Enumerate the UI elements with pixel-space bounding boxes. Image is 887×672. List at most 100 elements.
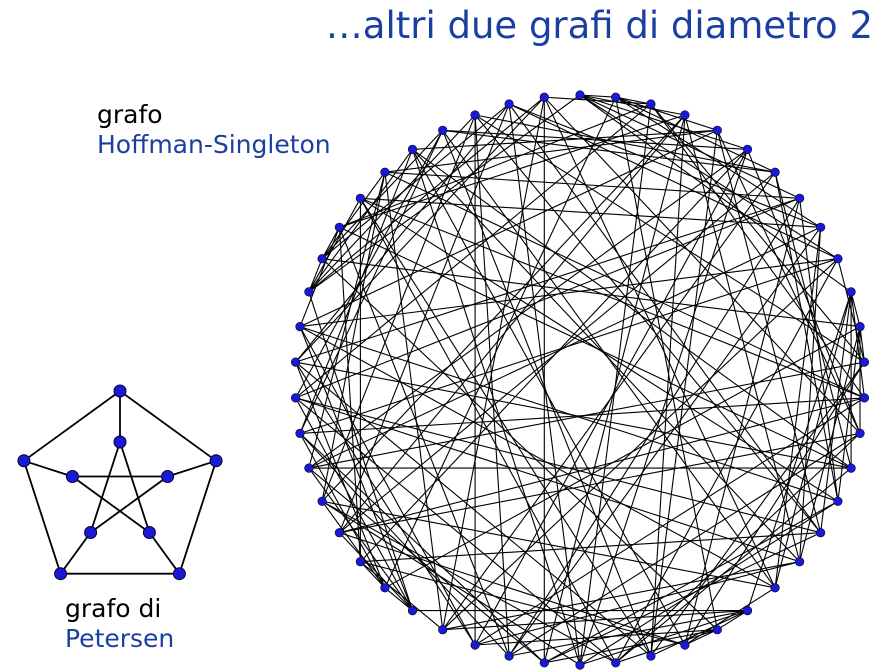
hoffman-singleton-graph	[291, 90, 870, 670]
hs-vertex	[355, 193, 366, 203]
hs-edge	[684, 629, 718, 646]
hs-edge	[299, 433, 510, 657]
hs-edge	[338, 103, 510, 533]
hs-edge	[321, 500, 386, 589]
hs-vertex	[859, 393, 870, 403]
petersen-graph	[17, 384, 223, 581]
hs-edge	[321, 171, 386, 260]
hs-vertex	[304, 287, 314, 297]
hs-edge	[615, 96, 776, 173]
petersen-vertices	[17, 384, 223, 581]
hs-edge	[384, 326, 861, 589]
hs-vertex	[859, 357, 870, 367]
hs-vertex	[438, 125, 448, 135]
petersen-edge	[167, 459, 217, 478]
hs-edge	[442, 610, 748, 631]
hs-vertex	[334, 528, 345, 538]
hs-vertex	[846, 287, 856, 297]
hs-edge	[508, 610, 748, 657]
hs-edge	[474, 114, 865, 363]
petersen-edge	[23, 390, 121, 462]
hs-edge	[384, 171, 800, 199]
hs-vertex	[539, 92, 549, 102]
hs-edge	[799, 326, 861, 562]
hs-vertex	[291, 357, 301, 367]
hs-edge	[442, 129, 748, 150]
petersen-vertex	[113, 384, 127, 398]
hs-edge	[474, 114, 822, 534]
hs-edge	[774, 227, 822, 588]
hs-edge	[716, 130, 861, 434]
hs-edge	[412, 148, 852, 469]
hs-edge	[475, 629, 718, 646]
hs-edge	[321, 172, 386, 502]
hs-edge	[684, 198, 801, 646]
hs-vertex	[334, 222, 345, 232]
hs-edge	[474, 397, 865, 646]
hs-edge	[543, 96, 861, 434]
hs-edge	[615, 467, 852, 664]
hs-edge	[384, 129, 718, 173]
hs-vertex	[304, 463, 314, 473]
hoffman-singleton-label-line1: grafo	[97, 100, 163, 129]
hs-vertex	[291, 393, 301, 403]
hs-edge	[299, 326, 476, 646]
petersen-vertex	[113, 435, 127, 449]
hs-vertex	[742, 144, 753, 154]
hoffman-singleton-label-line2: Hoffman-Singleton	[97, 130, 331, 159]
hs-edge	[650, 103, 865, 399]
hs-edge	[339, 397, 865, 534]
hs-edge	[321, 500, 776, 589]
hs-vertex	[295, 322, 305, 332]
hs-vertex	[317, 496, 327, 506]
hs-edge	[339, 114, 686, 228]
hs-edge	[474, 114, 510, 657]
hs-edge	[508, 103, 581, 666]
hs-vertex	[407, 144, 418, 154]
hs-edge	[543, 114, 686, 663]
hs-edge	[338, 227, 510, 657]
hs-vertex	[846, 463, 856, 473]
hs-edge	[295, 361, 652, 657]
petersen-edge	[89, 441, 121, 533]
hs-vertex	[611, 92, 621, 102]
hs-edge	[508, 432, 861, 657]
petersen-edge	[59, 531, 92, 575]
hs-edge	[850, 291, 861, 327]
hs-edge	[299, 433, 386, 589]
hs-vertex	[470, 110, 480, 120]
hs-vertex	[295, 428, 305, 439]
hs-edge	[799, 198, 839, 502]
hs-vertex	[855, 322, 865, 332]
hs-edge	[615, 96, 718, 131]
petersen-edge	[119, 390, 217, 462]
hs-edge	[615, 432, 861, 664]
hs-edge	[295, 197, 800, 399]
hs-edge	[579, 94, 616, 98]
hs-vertex	[712, 625, 722, 635]
hs-edge	[308, 467, 545, 664]
hs-vertex	[504, 99, 514, 109]
petersen-label-line2: Petersen	[65, 624, 175, 653]
hs-vertex	[646, 651, 656, 661]
hs-edge	[321, 500, 581, 666]
hs-edge	[837, 326, 861, 502]
hs-edge	[543, 96, 776, 589]
hs-edge	[474, 149, 748, 646]
hs-edge	[308, 258, 323, 293]
hs-vertex	[770, 583, 780, 593]
hs-edge	[321, 258, 718, 631]
hs-edge	[295, 361, 386, 589]
hs-edge	[295, 361, 852, 469]
petersen-vertex	[142, 526, 156, 539]
hs-edge	[295, 397, 821, 534]
hs-vertex	[317, 254, 327, 264]
hs-edge	[412, 149, 801, 563]
hs-edge	[299, 326, 414, 611]
hs-edge	[474, 114, 776, 173]
hs-edge	[295, 397, 617, 664]
hs-edge	[384, 587, 413, 612]
hs-edge	[321, 114, 476, 502]
hs-vertex	[504, 651, 514, 661]
hs-edge	[579, 94, 800, 199]
